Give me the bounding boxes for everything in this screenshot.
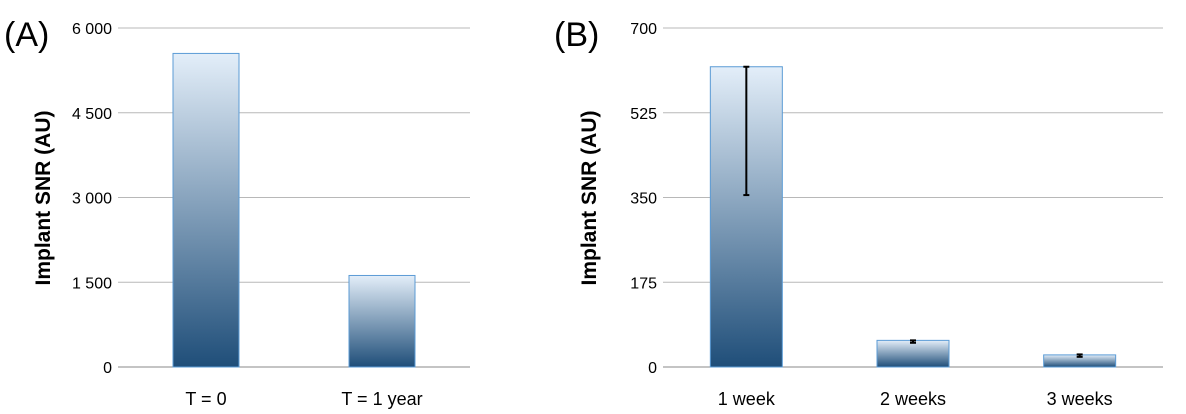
y-ticks-a: 0 1 500 3 000 4 500 6 000: [72, 21, 112, 377]
x-categories-a: T = 0 T = 1 year: [185, 389, 422, 409]
x-category-label: 1 week: [718, 389, 776, 409]
y-ticks-b: 0 175 350 525 700: [630, 21, 657, 377]
bar: [348, 274, 416, 368]
y-tick-label: 175: [630, 275, 657, 292]
chart-panel-b: (B) Implant SNR (AU) 0 175 350 525 700 1 wee…: [554, 16, 1163, 409]
bar: [876, 339, 950, 368]
y-axis-label-a: Implant SNR (AU): [32, 111, 55, 286]
y-tick-label: 350: [630, 191, 657, 208]
y-tick-label: 700: [630, 21, 657, 38]
x-category-label: T = 1 year: [341, 389, 422, 409]
x-categories-b: 1 week 2 weeks 3 weeks: [718, 389, 1113, 409]
y-tick-label: 4 500: [72, 106, 112, 123]
x-category-label: 2 weeks: [880, 389, 946, 409]
error-bars-b: [743, 65, 1083, 358]
bar: [172, 52, 240, 368]
panel-label-b: (B): [554, 16, 599, 54]
x-category-label: T = 0: [185, 389, 226, 409]
y-tick-label: 0: [103, 360, 112, 377]
x-category-label: 3 weeks: [1047, 389, 1113, 409]
bars-b: [709, 66, 1117, 368]
y-axis-label-b: Implant SNR (AU): [578, 111, 601, 286]
chart-panel-a: (A) Implant SNR (AU) 0 1 500 3 000 4 500 6 0…: [4, 16, 470, 409]
y-tick-label: 3 000: [72, 191, 112, 208]
bars-a: [172, 52, 416, 368]
y-tick-label: 525: [630, 106, 657, 123]
y-tick-label: 1 500: [72, 275, 112, 292]
panel-label-a: (A): [4, 16, 49, 54]
grid-a: [118, 27, 470, 368]
y-tick-label: 0: [648, 360, 657, 377]
y-tick-label: 6 000: [72, 21, 112, 38]
